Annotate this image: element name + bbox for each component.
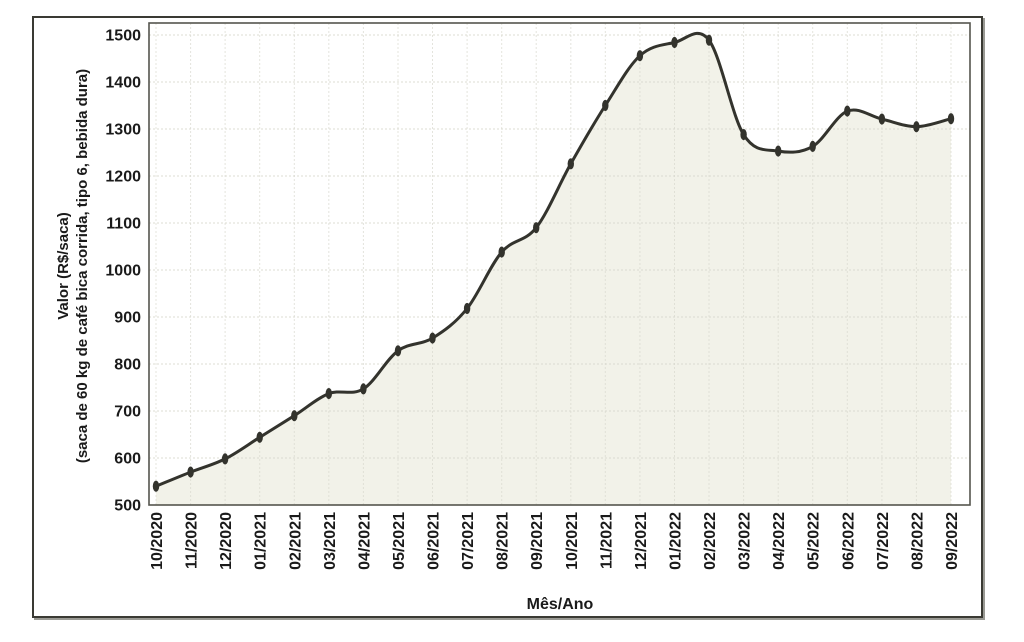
data-point — [256, 431, 263, 443]
data-point — [291, 410, 298, 422]
data-point — [809, 140, 816, 152]
y-tick-label: 600 — [114, 451, 141, 468]
x-tick-label: 12/2020 — [218, 512, 235, 570]
data-point — [325, 388, 332, 400]
data-point — [705, 34, 713, 46]
x-tick-label: 11/2021 — [598, 512, 615, 569]
data-point — [913, 121, 920, 133]
data-point — [775, 145, 782, 157]
data-point — [740, 129, 747, 141]
data-point — [463, 302, 471, 315]
data-point — [498, 246, 505, 258]
data-point — [602, 99, 609, 112]
x-tick-label: 09/2021 — [529, 512, 546, 570]
x-tick-label: 04/2021 — [356, 512, 373, 570]
data-point — [567, 158, 574, 170]
x-tick-label: 08/2021 — [495, 512, 512, 570]
x-tick-label: 06/2022 — [840, 512, 857, 570]
data-point — [187, 466, 194, 478]
x-tick-label: 10/2020 — [149, 512, 166, 570]
line-chart-plot: 500 600 700 800 900 1000 1100 1200 1300 1400 1500 1… — [105, 22, 971, 570]
x-tick-label: 06/2021 — [426, 512, 443, 570]
y-tick-label: 1100 — [106, 216, 141, 233]
x-tick-label: 03/2022 — [737, 512, 754, 570]
y-tick-label: 500 — [114, 498, 141, 515]
x-tick-label: 04/2022 — [771, 512, 788, 570]
x-tick-label: 12/2021 — [633, 512, 650, 570]
x-tick-label: 08/2022 — [909, 512, 926, 570]
data-point — [152, 480, 160, 492]
data-point — [844, 105, 851, 117]
x-axis-title: Mês/Ano — [526, 596, 594, 613]
y-tick-label: 1300 — [105, 122, 141, 139]
y-tick-label: 700 — [114, 404, 141, 421]
x-tick-label: 05/2021 — [391, 512, 408, 570]
plot-border — [148, 22, 971, 506]
y-tick-label: 1400 — [105, 75, 141, 92]
x-tick-label: 01/2021 — [253, 512, 270, 570]
chart-frame: Valor (R$/saca) (saca de 60 kg de café b… — [32, 16, 983, 618]
x-tick-label: 02/2021 — [287, 512, 304, 570]
x-tick-label: 07/2022 — [875, 512, 892, 570]
y-tick-label: 1000 — [105, 263, 141, 280]
x-tick-label: 02/2022 — [702, 512, 719, 570]
data-point — [429, 332, 436, 344]
x-tick-label: 07/2021 — [460, 512, 477, 570]
data-point — [671, 36, 678, 49]
y-tick-label: 900 — [114, 310, 141, 327]
y-tick-label: 1500 — [105, 28, 141, 45]
series-area-fill — [156, 33, 951, 505]
x-tick-label: 01/2022 — [668, 512, 685, 570]
data-point — [360, 383, 367, 395]
y-tick-label: 800 — [114, 357, 141, 374]
data-point — [878, 113, 886, 125]
y-tick-label: 1200 — [105, 169, 141, 186]
data-point — [221, 453, 229, 465]
x-tick-label: 05/2022 — [806, 512, 823, 570]
x-tick-label: 09/2022 — [944, 512, 961, 570]
data-point — [947, 113, 955, 125]
x-tick-label: 11/2020 — [184, 512, 201, 569]
data-point — [394, 345, 402, 357]
data-point — [533, 222, 540, 234]
x-tick-label: 03/2021 — [322, 512, 339, 570]
data-point — [636, 50, 644, 62]
x-tick-label: 10/2021 — [564, 512, 581, 570]
